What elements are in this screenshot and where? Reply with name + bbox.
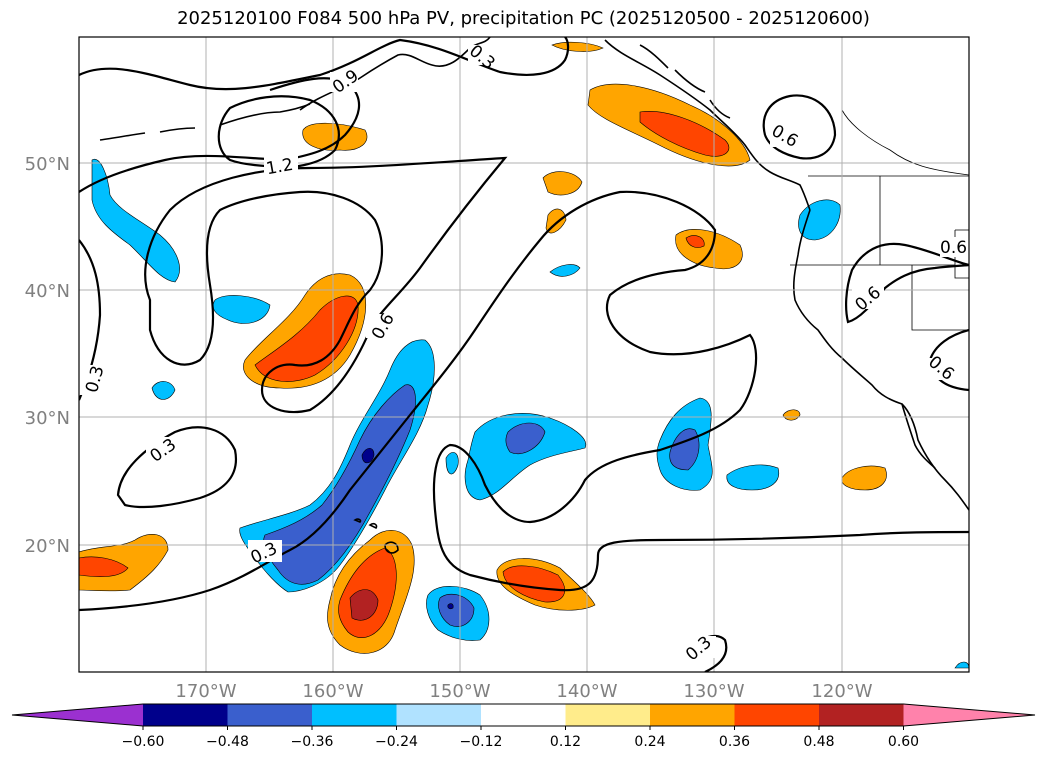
lat-label-30n: 30°N [25,408,70,429]
colorbar-segment [312,704,397,726]
precip-pos-dot [782,409,801,421]
coast-usa-west [792,209,969,511]
colorbar-segment [650,704,735,726]
colorbar-tick-label: 0.12 [550,734,581,750]
lat-label-50n: 50°N [25,154,70,175]
colorbar-tick-label: −0.36 [291,734,334,750]
pv-contour-0.3-north [79,37,570,91]
political-borders [790,109,969,331]
map-frame [78,36,970,673]
coast-aleutians [99,127,196,141]
pv-contour-0.3-main [79,190,969,612]
precip-neg-south-dot [447,603,454,610]
precip-positive-areas [79,41,887,654]
precip-neg-middle-core [505,422,546,454]
lon-label-130w: 130°W [683,681,744,702]
colorbar-tick-label: 0.36 [719,734,750,750]
colorbar-tick-label: 0.24 [634,734,665,750]
colorbar-segment [565,704,651,726]
pv-contour-0.6-bc [762,94,837,160]
lon-label-150w: 150°W [429,681,490,702]
precip-pos-small-1 [542,171,583,196]
precip-neg-small [445,452,459,475]
contour-label: 0.6 [940,238,967,258]
precip-pos-gulf-alaska-core [639,111,730,157]
precip-neg-west [91,158,180,283]
colorbar-segment [734,704,820,726]
precip-pos-southeast-core [502,565,565,603]
precip-pos-east [841,465,887,491]
latitude-labels: 50°N 40°N 30°N 20°N [25,154,70,557]
precip-neg-south-core [438,593,475,627]
precip-pos-bering [302,122,368,151]
map-panel: 0.3 0.9 1.2 0.6 0.3 0.3 0.6 0.3 0.3 0.6 … [79,37,969,672]
colorbar-tick-label: −0.48 [206,734,249,750]
colorbar-tick-label: 0.48 [803,734,834,750]
colorbar-segment [481,704,566,726]
pv-contour-0.6-west-usa [845,242,969,324]
lon-label-160w: 160°W [302,681,363,702]
contour-labels: 0.3 0.9 1.2 0.6 0.3 0.3 0.6 0.3 0.3 0.6 … [80,41,969,665]
precip-pos-north [551,41,604,52]
colorbar-extend-high [903,704,1035,726]
lon-label-140w: 140°W [556,681,617,702]
colorbar-segment [396,704,482,726]
hawaii-islands [353,518,399,554]
coast-baja [901,403,936,469]
lat-label-40n: 40°N [25,281,70,302]
precip-neg-minor [549,264,581,277]
precip-pos-hawaii-core [349,589,379,621]
coast-alaska-peninsula [219,103,311,126]
precip-pos-west-core [79,556,129,578]
precip-neg-band-core [361,447,375,464]
colorbar-segment [227,704,313,726]
lon-label-170w: 170°W [175,681,236,702]
longitude-labels: 170°W 160°W 150°W 140°W 130°W 120°W [175,681,872,702]
precip-neg-east-small [726,464,780,491]
precip-neg-band-mid [263,384,416,585]
colorbar-tick-label: −0.12 [460,734,503,750]
colorbar-segment [819,704,904,726]
colorbar-extend-low [12,704,143,726]
colorbar: −0.60 −0.48 −0.36 −0.24 −0.12 0.12 0.24 0.36 0.4… [11,703,1036,750]
colorbar-tick-label: −0.60 [122,734,165,750]
colorbar-tick-label: 0.60 [888,734,919,750]
precip-neg-dot [151,381,176,400]
precip-neg-oregon [798,199,841,241]
pv-contour-0.6-loop [144,156,508,414]
coast-islands-alaska [639,44,731,119]
contour-label: 1.2 [265,155,295,179]
precip-pos-offshore-core [685,235,705,248]
coast-canada-bc [604,39,811,211]
precip-neg-aleutian-south [212,295,271,324]
colorbar-segment [143,704,228,726]
lat-label-20n: 20°N [25,536,70,557]
graticule [79,37,969,672]
colorbar-tick-label: −0.24 [375,734,418,750]
border-states-4 [841,109,969,176]
map-title: 2025120100 F084 500 hPa PV, precipitatio… [177,8,870,29]
lon-label-120w: 120°W [811,681,872,702]
pv-contours [79,37,969,672]
border-states-3 [911,265,969,331]
